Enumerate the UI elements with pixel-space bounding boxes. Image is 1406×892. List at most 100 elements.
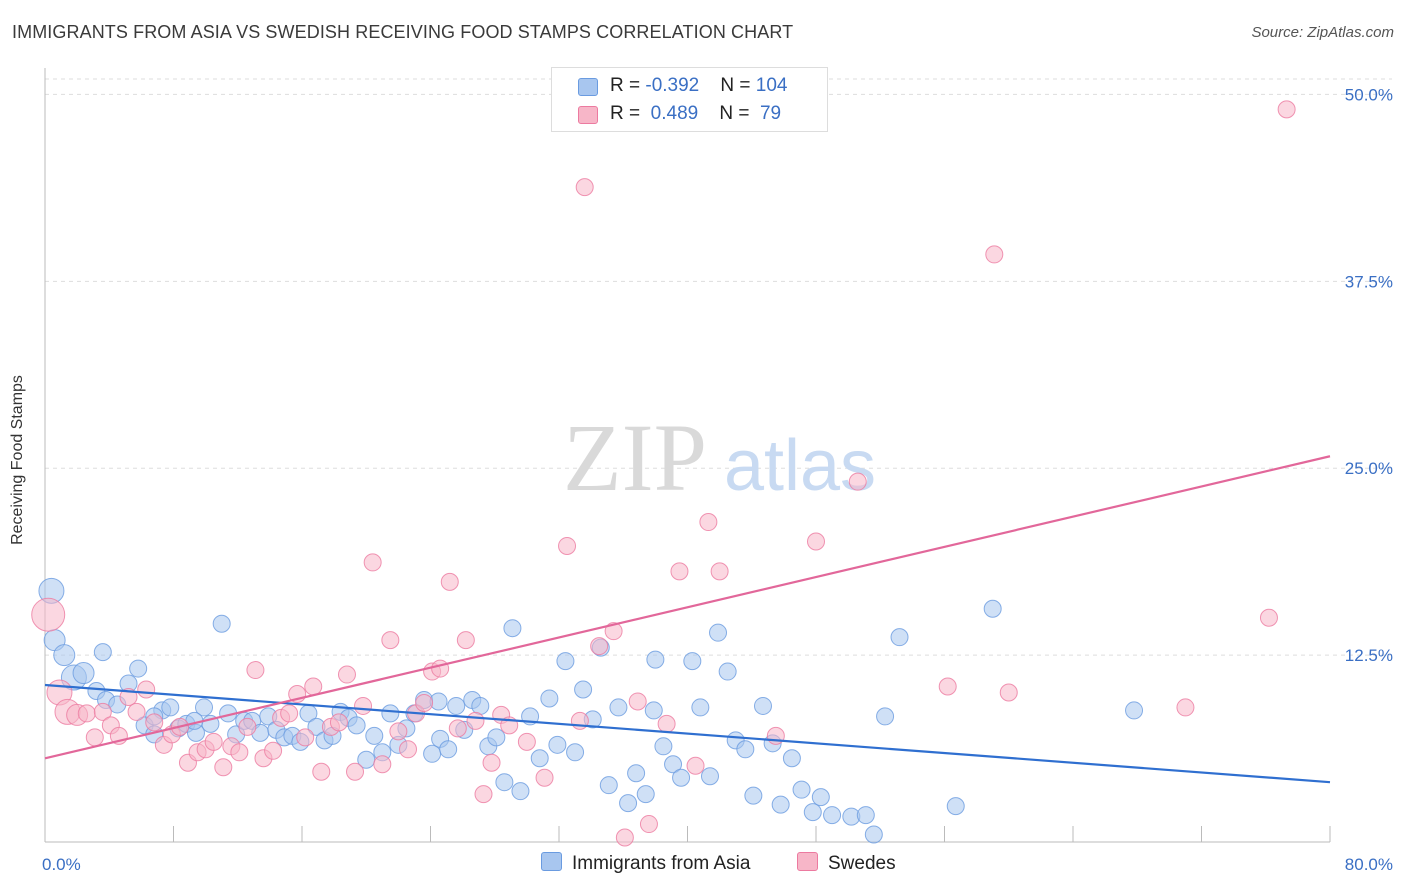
point-asia [683,652,702,671]
point-swedes [590,637,609,656]
n-label: N = [720,75,756,96]
point-swedes [337,665,356,684]
point-asia [495,773,514,792]
point-swedes [474,785,493,804]
point-swedes [575,178,594,197]
point-swedes [77,704,96,723]
point-swedes [246,661,265,680]
point-asia [654,737,673,756]
point-swedes [604,622,623,641]
point-asia [212,614,231,633]
data-points [31,100,1296,847]
n-value-asia: 104 [755,75,788,96]
y-tick-label: 25.0% [1345,459,1393,478]
point-swedes [137,680,156,699]
point-swedes [448,719,467,738]
point-swedes [657,714,676,733]
point-asia [823,806,842,825]
chart-title: IMMIGRANTS FROM ASIA VS SWEDISH RECEIVIN… [12,22,794,42]
stats-text-swedes: R = 0.489 N = 79 [610,99,781,129]
point-asia [627,764,646,783]
point-asia [548,735,567,754]
axes [44,68,1331,843]
point-swedes [346,762,365,781]
legend-swatch-asia [541,852,562,871]
point-swedes [985,245,1004,264]
point-swedes [440,572,459,591]
point-swedes [296,728,315,747]
point-swedes [456,631,475,650]
point-swedes [699,513,718,532]
point-asia [718,662,737,681]
point-asia [471,696,490,715]
point-swedes [280,704,299,723]
point-asia [503,619,522,638]
point-asia [574,680,593,699]
point-swedes [615,828,634,847]
n-value-swedes: 79 [754,103,782,124]
point-swedes [230,743,249,762]
point-asia [771,795,790,814]
point-asia [644,701,663,720]
watermark-zip: ZIP [563,404,707,511]
point-asia [876,707,895,726]
point-asia [447,696,466,715]
point-asia [983,599,1002,618]
point-asia [439,740,458,759]
point-swedes [373,755,392,774]
point-asia [72,662,95,685]
r-label: R = [610,103,646,124]
point-asia [511,782,530,801]
point-swedes [381,631,400,650]
point-swedes [389,722,408,741]
y-tick-label: 37.5% [1345,272,1393,291]
point-swedes [1277,100,1296,119]
point-asia [530,749,549,768]
y-tick-label: 12.5% [1345,646,1393,665]
point-swedes [31,597,66,632]
point-asia [636,785,655,804]
point-swedes [431,659,450,678]
y-tick-label: 50.0% [1345,85,1393,104]
legend-swatch-swedes [797,852,818,871]
point-swedes [354,696,373,715]
point-asia [195,698,214,717]
point-asia [856,806,875,825]
point-asia [864,825,883,844]
point-asia [556,652,575,671]
point-asia [803,803,822,822]
point-swedes [807,532,825,551]
point-swedes [214,758,233,777]
point-asia [423,744,442,763]
point-swedes [304,677,323,696]
point-asia [53,644,76,667]
watermark-atlas: atlas [724,426,876,506]
y-axis-label: Receiving Food Stamps [9,375,26,545]
point-asia [609,698,628,717]
point-swedes [466,711,485,730]
legend-item-asia[interactable]: Immigrants from Asia [541,852,750,875]
legend-item-swedes[interactable]: Swedes [797,852,896,875]
series-legend: Immigrants from Asia Swedes [0,852,1406,878]
point-swedes [628,692,647,711]
point-asia [1125,701,1144,720]
point-asia [792,780,811,799]
point-swedes [312,762,331,781]
point-swedes [558,536,577,555]
point-swedes [535,768,554,787]
tick-labels: 12.5% 25.0% 37.5% 50.0% 0.0% 80.0% [42,85,1393,874]
point-asia [646,650,665,669]
point-asia [744,786,763,805]
point-swedes [710,562,729,581]
point-swedes [938,677,957,696]
point-asia [129,659,148,678]
point-asia [890,628,909,647]
point-asia [381,704,400,723]
point-swedes [264,741,283,760]
point-swedes [1259,608,1278,627]
point-swedes [1176,698,1195,717]
trend-lines [44,455,1331,784]
point-swedes [238,717,257,736]
point-swedes [329,713,348,732]
